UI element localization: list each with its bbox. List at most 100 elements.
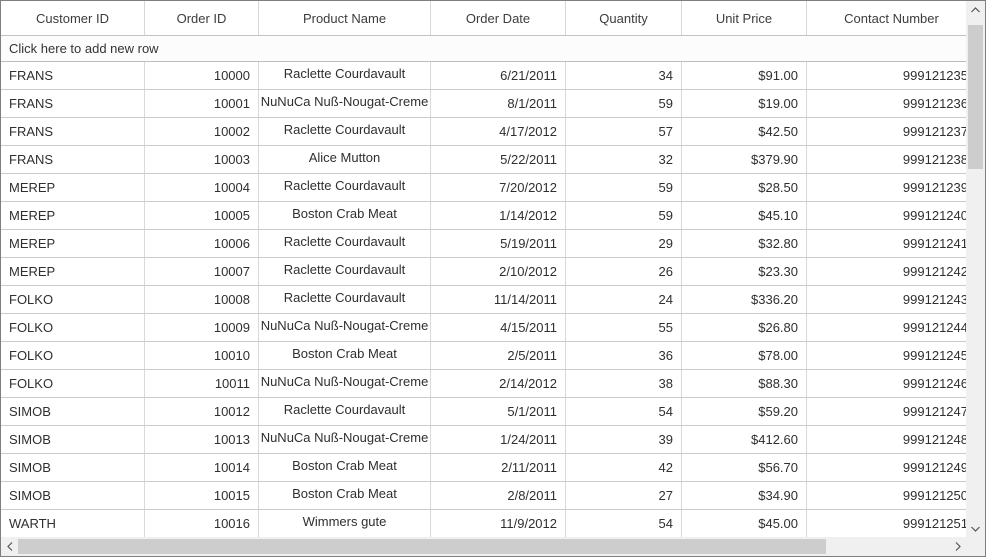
cell-product-name[interactable]: Wimmers gute [259, 510, 431, 537]
cell-quantity[interactable]: 26 [566, 258, 682, 285]
cell-product-name[interactable]: NuNuCa Nuß-Nougat-Creme [259, 370, 431, 397]
cell-customer-id[interactable]: FOLKO [1, 342, 145, 369]
cell-product-name[interactable]: Boston Crab Meat [259, 454, 431, 481]
cell-customer-id[interactable]: MEREP [1, 258, 145, 285]
cell-customer-id[interactable]: MEREP [1, 230, 145, 257]
table-row[interactable]: FOLKO 10008 Raclette Courdavault 11/14/2… [1, 286, 966, 314]
cell-order-id[interactable]: 10010 [145, 342, 259, 369]
cell-order-id[interactable]: 10011 [145, 370, 259, 397]
column-header-quantity[interactable]: Quantity [566, 1, 682, 35]
cell-contact-number[interactable]: 999121242 [807, 258, 966, 285]
cell-order-id[interactable]: 10009 [145, 314, 259, 341]
table-row[interactable]: FRANS 10002 Raclette Courdavault 4/17/20… [1, 118, 966, 146]
cell-customer-id[interactable]: FRANS [1, 62, 145, 89]
cell-unit-price[interactable]: $336.20 [682, 286, 807, 313]
cell-contact-number[interactable]: 999121240 [807, 202, 966, 229]
cell-quantity[interactable]: 34 [566, 62, 682, 89]
cell-product-name[interactable]: Alice Mutton [259, 146, 431, 173]
table-row[interactable]: FRANS 10000 Raclette Courdavault 6/21/20… [1, 62, 966, 90]
horizontal-scrollbar[interactable] [1, 537, 966, 556]
cell-product-name[interactable]: NuNuCa Nuß-Nougat-Creme [259, 90, 431, 117]
cell-contact-number[interactable]: 999121238 [807, 146, 966, 173]
table-row[interactable]: MEREP 10005 Boston Crab Meat 1/14/2012 5… [1, 202, 966, 230]
scroll-up-icon[interactable] [966, 1, 985, 18]
cell-quantity[interactable]: 42 [566, 454, 682, 481]
cell-product-name[interactable]: Raclette Courdavault [259, 118, 431, 145]
column-header-unit_price[interactable]: Unit Price [682, 1, 807, 35]
cell-customer-id[interactable]: WARTH [1, 510, 145, 537]
cell-customer-id[interactable]: FRANS [1, 146, 145, 173]
scroll-down-icon[interactable] [966, 520, 985, 537]
cell-quantity[interactable]: 38 [566, 370, 682, 397]
column-header-customer_id[interactable]: Customer ID [1, 1, 145, 35]
cell-order-date[interactable]: 2/8/2011 [431, 482, 566, 509]
table-row[interactable]: FOLKO 10010 Boston Crab Meat 2/5/2011 36… [1, 342, 966, 370]
cell-unit-price[interactable]: $28.50 [682, 174, 807, 201]
cell-customer-id[interactable]: SIMOB [1, 482, 145, 509]
cell-order-id[interactable]: 10003 [145, 146, 259, 173]
cell-unit-price[interactable]: $45.00 [682, 510, 807, 537]
cell-unit-price[interactable]: $19.00 [682, 90, 807, 117]
cell-order-date[interactable]: 4/17/2012 [431, 118, 566, 145]
cell-order-date[interactable]: 11/14/2011 [431, 286, 566, 313]
cell-order-id[interactable]: 10012 [145, 398, 259, 425]
vertical-scrollbar-thumb[interactable] [968, 25, 983, 169]
cell-product-name[interactable]: NuNuCa Nuß-Nougat-Creme [259, 426, 431, 453]
cell-customer-id[interactable]: SIMOB [1, 454, 145, 481]
cell-contact-number[interactable]: 999121247 [807, 398, 966, 425]
cell-quantity[interactable]: 32 [566, 146, 682, 173]
cell-product-name[interactable]: Raclette Courdavault [259, 230, 431, 257]
cell-contact-number[interactable]: 999121241 [807, 230, 966, 257]
cell-customer-id[interactable]: FOLKO [1, 370, 145, 397]
column-header-contact_number[interactable]: Contact Number [807, 1, 966, 35]
cell-product-name[interactable]: Raclette Courdavault [259, 174, 431, 201]
cell-product-name[interactable]: Boston Crab Meat [259, 482, 431, 509]
cell-unit-price[interactable]: $91.00 [682, 62, 807, 89]
cell-order-date[interactable]: 11/9/2012 [431, 510, 566, 537]
cell-contact-number[interactable]: 999121244 [807, 314, 966, 341]
cell-customer-id[interactable]: FRANS [1, 90, 145, 117]
cell-order-id[interactable]: 10006 [145, 230, 259, 257]
cell-contact-number[interactable]: 999121249 [807, 454, 966, 481]
cell-customer-id[interactable]: SIMOB [1, 426, 145, 453]
cell-order-date[interactable]: 4/15/2011 [431, 314, 566, 341]
cell-unit-price[interactable]: $32.80 [682, 230, 807, 257]
cell-order-date[interactable]: 5/22/2011 [431, 146, 566, 173]
vertical-scrollbar[interactable] [966, 1, 985, 537]
cell-contact-number[interactable]: 999121243 [807, 286, 966, 313]
cell-quantity[interactable]: 54 [566, 398, 682, 425]
cell-quantity[interactable]: 39 [566, 426, 682, 453]
cell-order-date[interactable]: 2/14/2012 [431, 370, 566, 397]
cell-unit-price[interactable]: $412.60 [682, 426, 807, 453]
cell-quantity[interactable]: 59 [566, 90, 682, 117]
horizontal-scrollbar-thumb[interactable] [18, 539, 826, 554]
cell-order-id[interactable]: 10014 [145, 454, 259, 481]
table-row[interactable]: SIMOB 10014 Boston Crab Meat 2/11/2011 4… [1, 454, 966, 482]
add-new-row[interactable]: Click here to add new row [1, 36, 966, 62]
cell-unit-price[interactable]: $45.10 [682, 202, 807, 229]
cell-contact-number[interactable]: 999121246 [807, 370, 966, 397]
cell-order-id[interactable]: 10013 [145, 426, 259, 453]
table-row[interactable]: FRANS 10001 NuNuCa Nuß-Nougat-Creme 8/1/… [1, 90, 966, 118]
cell-customer-id[interactable]: FOLKO [1, 286, 145, 313]
cell-order-date[interactable]: 8/1/2011 [431, 90, 566, 117]
cell-customer-id[interactable]: MEREP [1, 174, 145, 201]
cell-unit-price[interactable]: $379.90 [682, 146, 807, 173]
cell-quantity[interactable]: 24 [566, 286, 682, 313]
cell-order-id[interactable]: 10002 [145, 118, 259, 145]
cell-order-date[interactable]: 2/5/2011 [431, 342, 566, 369]
cell-order-id[interactable]: 10008 [145, 286, 259, 313]
cell-product-name[interactable]: Raclette Courdavault [259, 62, 431, 89]
table-row[interactable]: FOLKO 10009 NuNuCa Nuß-Nougat-Creme 4/15… [1, 314, 966, 342]
column-header-product_name[interactable]: Product Name [259, 1, 431, 35]
cell-unit-price[interactable]: $88.30 [682, 370, 807, 397]
table-row[interactable]: FOLKO 10011 NuNuCa Nuß-Nougat-Creme 2/14… [1, 370, 966, 398]
cell-customer-id[interactable]: SIMOB [1, 398, 145, 425]
table-row[interactable]: SIMOB 10015 Boston Crab Meat 2/8/2011 27… [1, 482, 966, 510]
cell-order-date[interactable]: 2/10/2012 [431, 258, 566, 285]
cell-customer-id[interactable]: MEREP [1, 202, 145, 229]
cell-order-date[interactable]: 5/1/2011 [431, 398, 566, 425]
table-row[interactable]: FRANS 10003 Alice Mutton 5/22/2011 32 $3… [1, 146, 966, 174]
cell-order-id[interactable]: 10016 [145, 510, 259, 537]
table-row[interactable]: MEREP 10006 Raclette Courdavault 5/19/20… [1, 230, 966, 258]
